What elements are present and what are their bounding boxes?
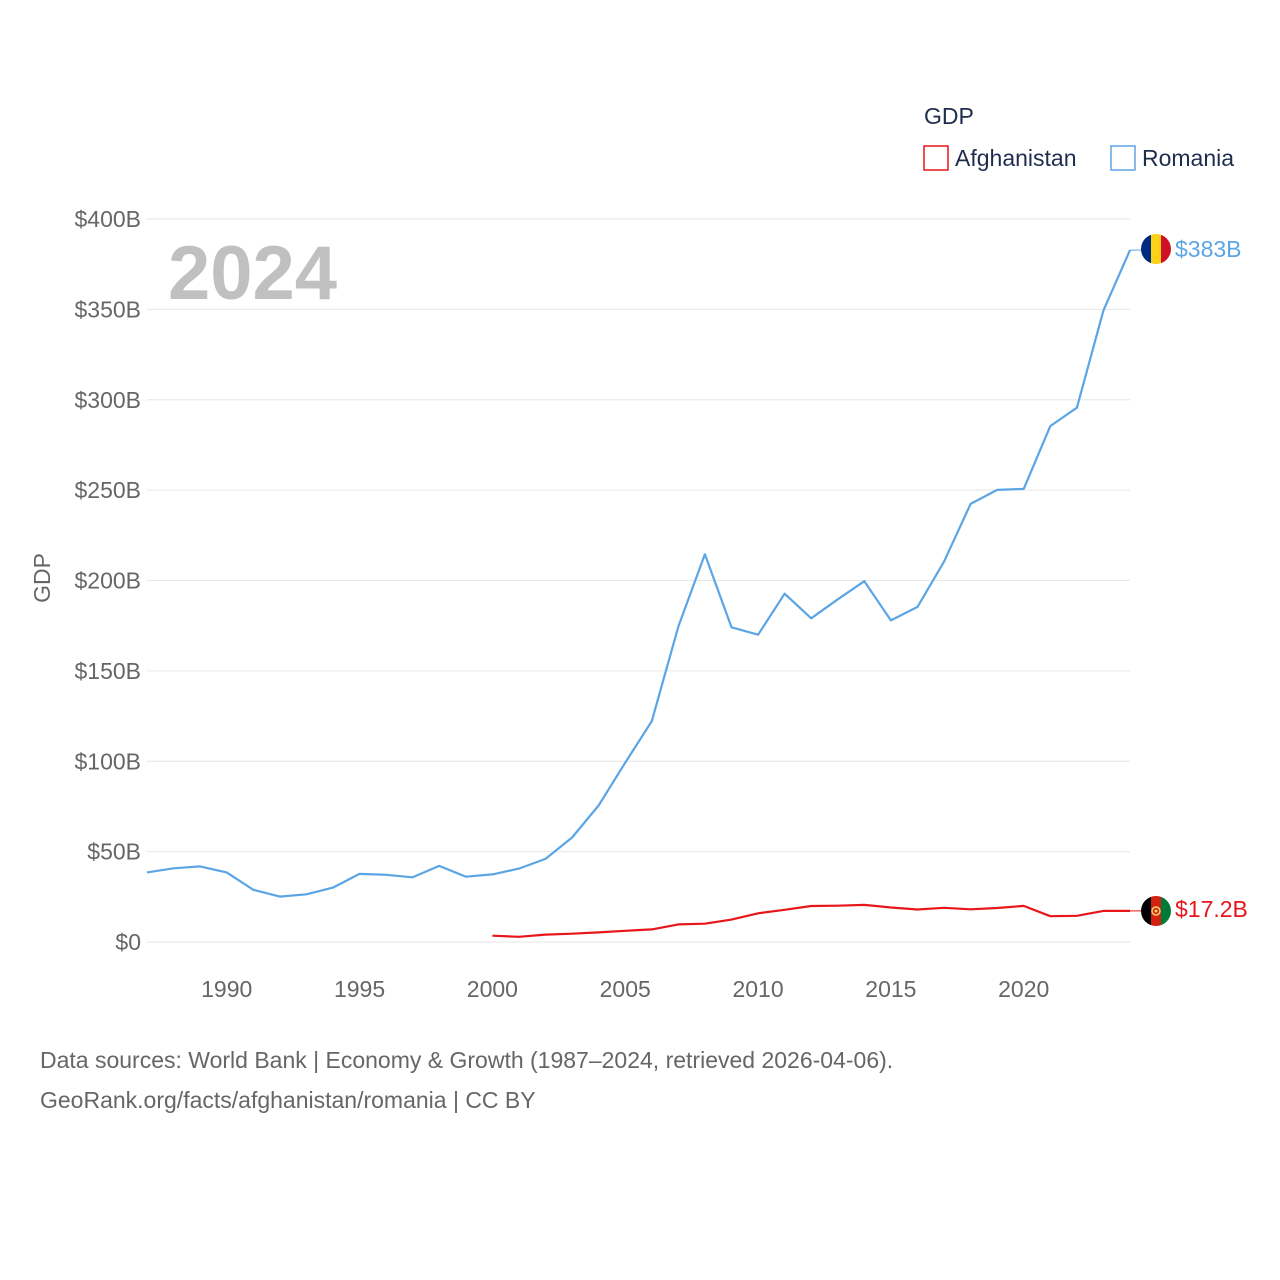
series-line-afghanistan[interactable] xyxy=(492,903,1130,938)
source-link-text[interactable]: GeoRank.org/facts/afghanistan/romania | … xyxy=(40,1087,536,1113)
y-tick-label: $250B xyxy=(74,477,141,503)
romania-end-value: $383B xyxy=(1175,236,1242,262)
gdp-line-chart: $0 $50B $100B $150B $200B $250B $300B $350B $400… xyxy=(29,103,1248,1002)
romania-flag-icon xyxy=(1141,234,1171,264)
x-tick-label: 1995 xyxy=(334,976,385,1002)
y-tick-label: $200B xyxy=(74,568,141,594)
y-axis-ticks: $0 $50B $100B $150B $200B $250B $300B $350B $400… xyxy=(74,206,141,955)
x-axis-ticks: 1990 1995 2000 2005 2010 2015 2020 xyxy=(201,976,1049,1002)
afghanistan-flag-icon xyxy=(1141,896,1171,926)
y-tick-label: $400B xyxy=(74,206,141,232)
x-tick-label: 2020 xyxy=(998,976,1049,1002)
legend-label-afghanistan: Afghanistan xyxy=(955,145,1076,171)
afghanistan-end-value: $17.2B xyxy=(1175,896,1248,922)
footer: Data sources: World Bank | Economy & Gro… xyxy=(40,1040,1240,1120)
series-line-romania[interactable] xyxy=(146,249,1132,898)
x-tick-label: 2010 xyxy=(732,976,783,1002)
y-tick-label: $50B xyxy=(87,839,141,865)
y-tick-label: $300B xyxy=(74,387,141,413)
data-source-text: Data sources: World Bank | Economy & Gro… xyxy=(40,1047,894,1073)
legend-swatch-afghanistan xyxy=(923,145,949,171)
legend-item-romania[interactable]: Romania xyxy=(1110,145,1234,171)
series-lines xyxy=(146,249,1141,938)
y-tick-label: $150B xyxy=(74,658,141,684)
y-tick-label: $100B xyxy=(74,748,141,774)
x-tick-label: 2000 xyxy=(467,976,518,1002)
legend-label-romania: Romania xyxy=(1142,145,1234,171)
gridlines xyxy=(147,218,1130,943)
year-watermark: 2024 xyxy=(168,231,337,316)
x-tick-label: 2005 xyxy=(600,976,651,1002)
y-tick-label: $350B xyxy=(74,296,141,322)
legend-item-afghanistan[interactable]: Afghanistan xyxy=(923,145,1076,171)
y-tick-label: $0 xyxy=(115,929,141,955)
legend-swatch-romania xyxy=(1110,145,1136,171)
legend-title: GDP xyxy=(924,103,974,129)
y-axis-label: GDP xyxy=(29,553,55,603)
x-tick-label: 1990 xyxy=(201,976,252,1002)
x-tick-label: 2015 xyxy=(865,976,916,1002)
